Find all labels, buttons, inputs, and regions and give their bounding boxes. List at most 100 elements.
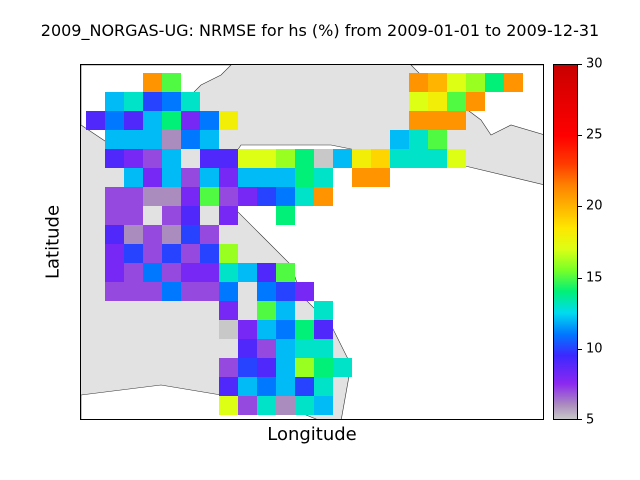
grid-cell [124, 149, 143, 168]
map-axes [80, 64, 544, 420]
grid-cell [105, 92, 124, 111]
grid-cell [200, 168, 219, 187]
colorbar-tick-label: 30 [586, 56, 603, 72]
grid-cell [257, 339, 276, 358]
grid-cell [143, 149, 162, 168]
grid-cell [314, 149, 333, 168]
grid-cell [257, 320, 276, 339]
grid-cell [200, 263, 219, 282]
grid-cell [162, 73, 181, 92]
grid-cell [162, 263, 181, 282]
grid-cell [181, 92, 200, 111]
grid-cell [447, 111, 466, 130]
grid-cell [257, 168, 276, 187]
grid-cell [124, 92, 143, 111]
grid-cell [276, 149, 295, 168]
grid-cell [409, 130, 428, 149]
grid-cell [447, 92, 466, 111]
grid-cell [162, 187, 181, 206]
grid-cell [314, 339, 333, 358]
grid-cell [219, 282, 238, 301]
grid-cell [352, 149, 371, 168]
grid-cell [276, 206, 295, 225]
grid-cell [238, 396, 257, 415]
grid-cell [143, 187, 162, 206]
colorbar-tick [578, 277, 582, 279]
grid-cell [314, 377, 333, 396]
grid-cell [105, 130, 124, 149]
grid-cell [238, 358, 257, 377]
colorbar-tick [578, 206, 582, 208]
grid-cell [219, 358, 238, 377]
grid-cell [276, 187, 295, 206]
grid-cell [143, 130, 162, 149]
grid-cell [219, 320, 238, 339]
grid-cell [143, 168, 162, 187]
colorbar-tick [578, 64, 582, 65]
grid-cell [238, 377, 257, 396]
colorbar-tick-label: 10 [586, 341, 603, 357]
grid-cell [143, 92, 162, 111]
grid-cell [238, 339, 257, 358]
grid-cell [276, 168, 295, 187]
y-axis-label: Latitude [42, 204, 64, 280]
grid-cell [219, 377, 238, 396]
grid-cell [314, 168, 333, 187]
grid-cell [428, 92, 447, 111]
grid-cell [428, 130, 447, 149]
grid-cell [257, 187, 276, 206]
grid-cell [124, 282, 143, 301]
grid-cell [143, 282, 162, 301]
grid-cell [295, 320, 314, 339]
grid-cell [333, 358, 352, 377]
grid-cell [238, 149, 257, 168]
grid-cell [200, 282, 219, 301]
grid-cell [162, 206, 181, 225]
grid-cell [295, 187, 314, 206]
grid-cell [238, 263, 257, 282]
grid-cell [276, 339, 295, 358]
grid-cell [200, 149, 219, 168]
grid-cell [105, 225, 124, 244]
grid-cell [143, 225, 162, 244]
grid-cell [314, 301, 333, 320]
grid-cell [219, 263, 238, 282]
grid-cell [143, 263, 162, 282]
grid-cell [143, 73, 162, 92]
grid-cell [105, 282, 124, 301]
grid-cell [181, 187, 200, 206]
grid-cell [181, 206, 200, 225]
grid-cell [124, 187, 143, 206]
grid-cell [162, 282, 181, 301]
colorbar [553, 64, 578, 420]
grid-cell [352, 168, 371, 187]
grid-cell [219, 187, 238, 206]
nrmse-grid [86, 73, 523, 415]
grid-cell [219, 149, 238, 168]
grid-cell [257, 263, 276, 282]
grid-cell [238, 187, 257, 206]
grid-cell [162, 111, 181, 130]
grid-cell [257, 282, 276, 301]
grid-cell [105, 206, 124, 225]
grid-cell [105, 187, 124, 206]
map-canvas [81, 65, 543, 419]
grid-cell [314, 187, 333, 206]
grid-cell [295, 339, 314, 358]
grid-cell [181, 263, 200, 282]
grid-cell [200, 225, 219, 244]
grid-cell [105, 263, 124, 282]
grid-cell [276, 301, 295, 320]
grid-cell [295, 168, 314, 187]
grid-cell [314, 320, 333, 339]
grid-cell [124, 263, 143, 282]
grid-cell [162, 225, 181, 244]
grid-cell [390, 130, 409, 149]
grid-cell [124, 244, 143, 263]
grid-cell [276, 358, 295, 377]
grid-cell [295, 149, 314, 168]
grid-cell [124, 111, 143, 130]
grid-cell [466, 92, 485, 111]
grid-cell [124, 130, 143, 149]
grid-cell [428, 111, 447, 130]
